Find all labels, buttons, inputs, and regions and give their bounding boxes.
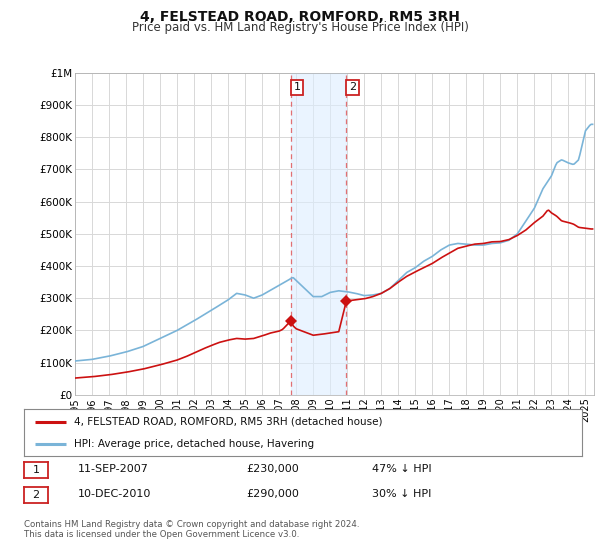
Text: 4, FELSTEAD ROAD, ROMFORD, RM5 3RH (detached house): 4, FELSTEAD ROAD, ROMFORD, RM5 3RH (deta… — [74, 417, 383, 427]
Text: 30% ↓ HPI: 30% ↓ HPI — [372, 489, 431, 499]
Text: 11-SEP-2007: 11-SEP-2007 — [78, 464, 149, 474]
Text: 2: 2 — [32, 490, 40, 500]
Text: HPI: Average price, detached house, Havering: HPI: Average price, detached house, Have… — [74, 438, 314, 449]
Text: 10-DEC-2010: 10-DEC-2010 — [78, 489, 151, 499]
Bar — [291, 73, 346, 395]
Text: Contains HM Land Registry data © Crown copyright and database right 2024.
This d: Contains HM Land Registry data © Crown c… — [24, 520, 359, 539]
Text: 47% ↓ HPI: 47% ↓ HPI — [372, 464, 431, 474]
Text: Price paid vs. HM Land Registry's House Price Index (HPI): Price paid vs. HM Land Registry's House … — [131, 21, 469, 34]
Text: 2: 2 — [349, 82, 356, 92]
Text: £290,000: £290,000 — [246, 489, 299, 499]
Text: 1: 1 — [32, 465, 40, 475]
Text: 1: 1 — [293, 82, 301, 92]
Text: 4, FELSTEAD ROAD, ROMFORD, RM5 3RH: 4, FELSTEAD ROAD, ROMFORD, RM5 3RH — [140, 10, 460, 24]
Text: £230,000: £230,000 — [246, 464, 299, 474]
